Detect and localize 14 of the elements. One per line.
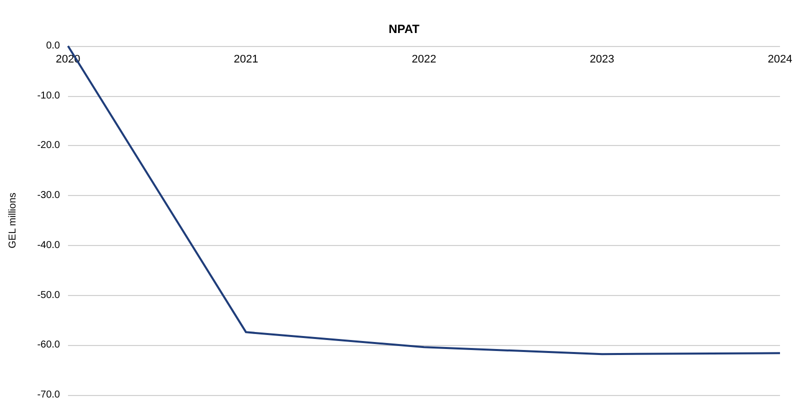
y-axis-title: GEL millions <box>8 192 18 248</box>
x-tick-label: 2021 <box>234 54 258 66</box>
y-tick-label: -10.0 <box>37 90 60 102</box>
x-tick-label: 2023 <box>590 54 614 66</box>
y-tick-label: -30.0 <box>37 190 60 202</box>
y-tick-label: 0.0 <box>46 40 60 52</box>
y-tick-label: -20.0 <box>37 140 60 152</box>
y-tick-label: -60.0 <box>37 340 60 351</box>
y-tick-label: -70.0 <box>37 390 60 400</box>
x-tick-label: 2024 <box>768 54 792 66</box>
x-tick-label: 2022 <box>412 54 436 66</box>
y-tick-label: -50.0 <box>37 290 60 301</box>
chart-title: NPAT <box>388 22 420 36</box>
y-tick-label: -40.0 <box>37 240 60 251</box>
